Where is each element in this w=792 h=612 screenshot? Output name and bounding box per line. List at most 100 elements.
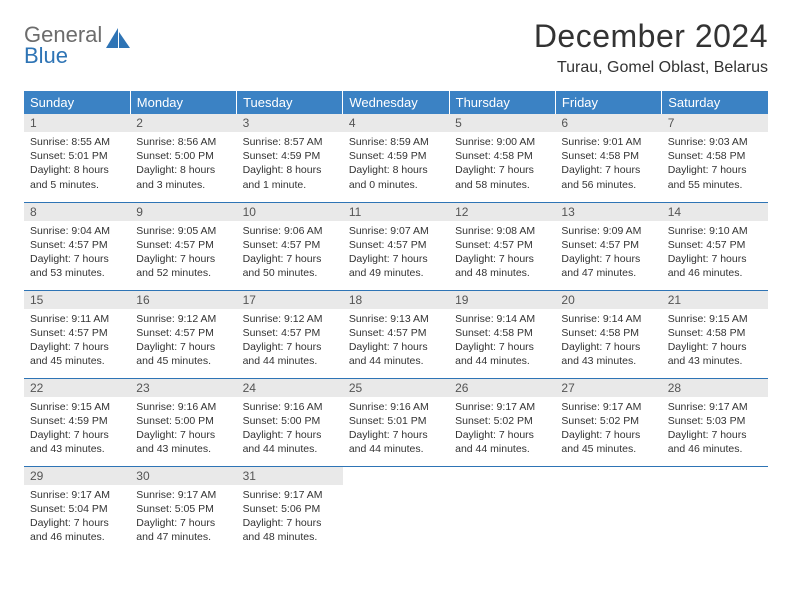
day-details: Sunrise: 9:16 AMSunset: 5:00 PMDaylight:… <box>130 397 236 463</box>
daylight-text-1: Daylight: 8 hours <box>243 163 337 177</box>
daylight-text-2: and 43 minutes. <box>561 354 655 368</box>
sunset-text: Sunset: 4:57 PM <box>30 326 124 340</box>
sunset-text: Sunset: 4:57 PM <box>349 238 443 252</box>
sunrise-text: Sunrise: 9:16 AM <box>349 400 443 414</box>
calendar-row: 1Sunrise: 8:55 AMSunset: 5:01 PMDaylight… <box>24 114 768 202</box>
sunset-text: Sunset: 4:57 PM <box>136 238 230 252</box>
day-details: Sunrise: 9:13 AMSunset: 4:57 PMDaylight:… <box>343 309 449 375</box>
sunset-text: Sunset: 4:59 PM <box>349 149 443 163</box>
calendar-cell: 31Sunrise: 9:17 AMSunset: 5:06 PMDayligh… <box>237 466 343 554</box>
calendar-cell: 24Sunrise: 9:16 AMSunset: 5:00 PMDayligh… <box>237 378 343 466</box>
daylight-text-2: and 44 minutes. <box>455 354 549 368</box>
day-number: 27 <box>555 379 661 397</box>
day-details: Sunrise: 8:59 AMSunset: 4:59 PMDaylight:… <box>343 132 449 198</box>
daylight-text-2: and 44 minutes. <box>349 354 443 368</box>
daylight-text-1: Daylight: 7 hours <box>668 428 762 442</box>
sunset-text: Sunset: 5:02 PM <box>561 414 655 428</box>
weekday-header: Saturday <box>662 91 768 114</box>
daylight-text-1: Daylight: 7 hours <box>668 163 762 177</box>
sunrise-text: Sunrise: 9:16 AM <box>243 400 337 414</box>
sunset-text: Sunset: 5:03 PM <box>668 414 762 428</box>
day-number: 26 <box>449 379 555 397</box>
day-details: Sunrise: 8:57 AMSunset: 4:59 PMDaylight:… <box>237 132 343 198</box>
day-number: 10 <box>237 203 343 221</box>
daylight-text-1: Daylight: 8 hours <box>136 163 230 177</box>
day-details: Sunrise: 9:04 AMSunset: 4:57 PMDaylight:… <box>24 221 130 287</box>
calendar-row: 22Sunrise: 9:15 AMSunset: 4:59 PMDayligh… <box>24 378 768 466</box>
day-details: Sunrise: 9:17 AMSunset: 5:04 PMDaylight:… <box>24 485 130 551</box>
calendar-cell: 29Sunrise: 9:17 AMSunset: 5:04 PMDayligh… <box>24 466 130 554</box>
calendar-cell: 7Sunrise: 9:03 AMSunset: 4:58 PMDaylight… <box>662 114 768 202</box>
day-details: Sunrise: 9:11 AMSunset: 4:57 PMDaylight:… <box>24 309 130 375</box>
daylight-text-1: Daylight: 7 hours <box>349 340 443 354</box>
day-number: 9 <box>130 203 236 221</box>
day-details: Sunrise: 9:17 AMSunset: 5:02 PMDaylight:… <box>555 397 661 463</box>
sunrise-text: Sunrise: 8:57 AM <box>243 135 337 149</box>
daylight-text-2: and 50 minutes. <box>243 266 337 280</box>
sunset-text: Sunset: 5:04 PM <box>30 502 124 516</box>
sunrise-text: Sunrise: 9:11 AM <box>30 312 124 326</box>
calendar-title: December 2024 <box>534 18 768 55</box>
day-details: Sunrise: 9:12 AMSunset: 4:57 PMDaylight:… <box>130 309 236 375</box>
calendar-cell: 23Sunrise: 9:16 AMSunset: 5:00 PMDayligh… <box>130 378 236 466</box>
sunrise-text: Sunrise: 9:08 AM <box>455 224 549 238</box>
day-details: Sunrise: 9:17 AMSunset: 5:06 PMDaylight:… <box>237 485 343 551</box>
calendar-cell: 27Sunrise: 9:17 AMSunset: 5:02 PMDayligh… <box>555 378 661 466</box>
day-details: Sunrise: 9:12 AMSunset: 4:57 PMDaylight:… <box>237 309 343 375</box>
daylight-text-2: and 46 minutes. <box>668 266 762 280</box>
daylight-text-1: Daylight: 8 hours <box>349 163 443 177</box>
sunset-text: Sunset: 4:59 PM <box>243 149 337 163</box>
calendar-cell: 15Sunrise: 9:11 AMSunset: 4:57 PMDayligh… <box>24 290 130 378</box>
daylight-text-2: and 45 minutes. <box>30 354 124 368</box>
sunrise-text: Sunrise: 9:14 AM <box>455 312 549 326</box>
weekday-header: Friday <box>555 91 661 114</box>
calendar-cell: 12Sunrise: 9:08 AMSunset: 4:57 PMDayligh… <box>449 202 555 290</box>
sunset-text: Sunset: 4:58 PM <box>561 149 655 163</box>
calendar-cell: 22Sunrise: 9:15 AMSunset: 4:59 PMDayligh… <box>24 378 130 466</box>
calendar-table: Sunday Monday Tuesday Wednesday Thursday… <box>24 91 768 554</box>
day-number: 25 <box>343 379 449 397</box>
calendar-cell-empty <box>449 466 555 554</box>
day-number: 17 <box>237 291 343 309</box>
day-number: 16 <box>130 291 236 309</box>
day-number: 11 <box>343 203 449 221</box>
sunset-text: Sunset: 5:05 PM <box>136 502 230 516</box>
daylight-text-1: Daylight: 7 hours <box>136 252 230 266</box>
day-details: Sunrise: 9:03 AMSunset: 4:58 PMDaylight:… <box>662 132 768 198</box>
daylight-text-1: Daylight: 7 hours <box>668 340 762 354</box>
sunset-text: Sunset: 4:58 PM <box>668 149 762 163</box>
sunset-text: Sunset: 4:57 PM <box>561 238 655 252</box>
day-details: Sunrise: 9:01 AMSunset: 4:58 PMDaylight:… <box>555 132 661 198</box>
day-number: 29 <box>24 467 130 485</box>
sunrise-text: Sunrise: 8:55 AM <box>30 135 124 149</box>
daylight-text-1: Daylight: 7 hours <box>136 340 230 354</box>
day-details: Sunrise: 9:10 AMSunset: 4:57 PMDaylight:… <box>662 221 768 287</box>
daylight-text-1: Daylight: 7 hours <box>455 340 549 354</box>
sunrise-text: Sunrise: 9:06 AM <box>243 224 337 238</box>
sunrise-text: Sunrise: 9:15 AM <box>30 400 124 414</box>
day-details: Sunrise: 9:15 AMSunset: 4:59 PMDaylight:… <box>24 397 130 463</box>
calendar-cell: 26Sunrise: 9:17 AMSunset: 5:02 PMDayligh… <box>449 378 555 466</box>
sunset-text: Sunset: 4:59 PM <box>30 414 124 428</box>
daylight-text-1: Daylight: 7 hours <box>30 340 124 354</box>
daylight-text-1: Daylight: 7 hours <box>455 163 549 177</box>
daylight-text-2: and 48 minutes. <box>455 266 549 280</box>
day-number: 24 <box>237 379 343 397</box>
day-number: 7 <box>662 114 768 132</box>
daylight-text-1: Daylight: 7 hours <box>561 340 655 354</box>
calendar-cell: 21Sunrise: 9:15 AMSunset: 4:58 PMDayligh… <box>662 290 768 378</box>
daylight-text-1: Daylight: 7 hours <box>30 516 124 530</box>
sunrise-text: Sunrise: 9:05 AM <box>136 224 230 238</box>
day-number: 20 <box>555 291 661 309</box>
daylight-text-2: and 48 minutes. <box>243 530 337 544</box>
sunrise-text: Sunrise: 9:07 AM <box>349 224 443 238</box>
sail-icon <box>104 24 132 52</box>
calendar-cell: 28Sunrise: 9:17 AMSunset: 5:03 PMDayligh… <box>662 378 768 466</box>
sunset-text: Sunset: 4:57 PM <box>455 238 549 252</box>
day-details: Sunrise: 9:05 AMSunset: 4:57 PMDaylight:… <box>130 221 236 287</box>
sunrise-text: Sunrise: 9:15 AM <box>668 312 762 326</box>
daylight-text-2: and 53 minutes. <box>30 266 124 280</box>
day-number: 1 <box>24 114 130 132</box>
calendar-cell: 5Sunrise: 9:00 AMSunset: 4:58 PMDaylight… <box>449 114 555 202</box>
sunset-text: Sunset: 4:58 PM <box>561 326 655 340</box>
